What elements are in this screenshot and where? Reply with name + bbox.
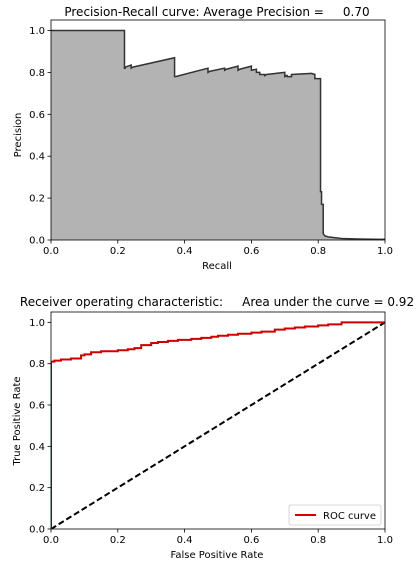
roc-chart: Receiver operating characteristic: Area … (12, 295, 414, 561)
legend-label-roc: ROC curve (323, 511, 376, 522)
roc-chance-diagonal (51, 321, 385, 529)
roc-y-tick-label: 0.0 (29, 525, 45, 536)
pr-x-tick-label: 0.2 (110, 246, 126, 257)
pr-y-tick-label: 0.4 (29, 152, 45, 163)
pr-y-tick-label: 1.0 (29, 26, 45, 37)
pr-x-axis-label: Recall (202, 261, 232, 272)
roc-x-tick-label: 1.0 (377, 535, 393, 546)
pr-x-tick-label: 0.8 (310, 246, 326, 257)
pr-x-tick-label: 0.4 (177, 246, 193, 257)
pr-y-tick-label: 0.2 (29, 194, 45, 205)
roc-y-tick-label: 0.6 (29, 401, 45, 412)
pr-y-tick-label: 0.6 (29, 110, 45, 121)
roc-x-tick-label: 0.0 (43, 535, 59, 546)
roc-x-axis-label: False Positive Rate (171, 550, 264, 561)
pr-plot-area: 0.0 0.2 0.4 0.6 0.8 1.0 0.0 0.2 0.4 0.6 0.8 1.0 (29, 19, 393, 257)
pr-chart-title: Precision-Recall curve: Average Precisio… (64, 5, 369, 19)
pr-x-tick-label: 1.0 (377, 246, 393, 257)
roc-y-axis-label: True Positive Rate (12, 376, 23, 466)
roc-x-tick-label: 0.2 (110, 535, 126, 546)
pr-x-tick-label: 0.6 (243, 246, 259, 257)
roc-legend: ROC curve (288, 504, 382, 526)
pr-area-fill (51, 30, 385, 241)
roc-plot-area: 0.0 0.2 0.4 0.6 0.8 1.0 0.0 0.2 0.4 0.6 0.8 1.0 (29, 311, 393, 546)
pr-axes-frame (50, 19, 386, 241)
roc-series-group (51, 321, 385, 529)
pr-y-axis-label: Precision (13, 113, 24, 158)
roc-x-tick-label: 0.8 (310, 535, 326, 546)
legend-frame (288, 504, 382, 526)
roc-curve-line (51, 321, 385, 529)
pr-curve-line (51, 29, 386, 241)
roc-axes-frame (50, 311, 386, 530)
roc-y-tick-label: 0.8 (29, 359, 45, 370)
roc-y-tick-label: 0.2 (29, 483, 45, 494)
roc-y-tick-label: 0.4 (29, 442, 45, 453)
roc-x-tick-label: 0.4 (177, 535, 193, 546)
roc-chart-title: Receiver operating characteristic: Area … (20, 295, 414, 309)
precision-recall-chart: Precision-Recall curve: Average Precisio… (13, 5, 393, 272)
pr-y-tick-label: 0.8 (29, 68, 45, 79)
roc-y-tick-label: 1.0 (29, 318, 45, 329)
pr-y-tick-label: 0.0 (29, 236, 45, 247)
roc-x-tick-label: 0.6 (243, 535, 259, 546)
pr-x-tick-label: 0.0 (43, 246, 59, 257)
